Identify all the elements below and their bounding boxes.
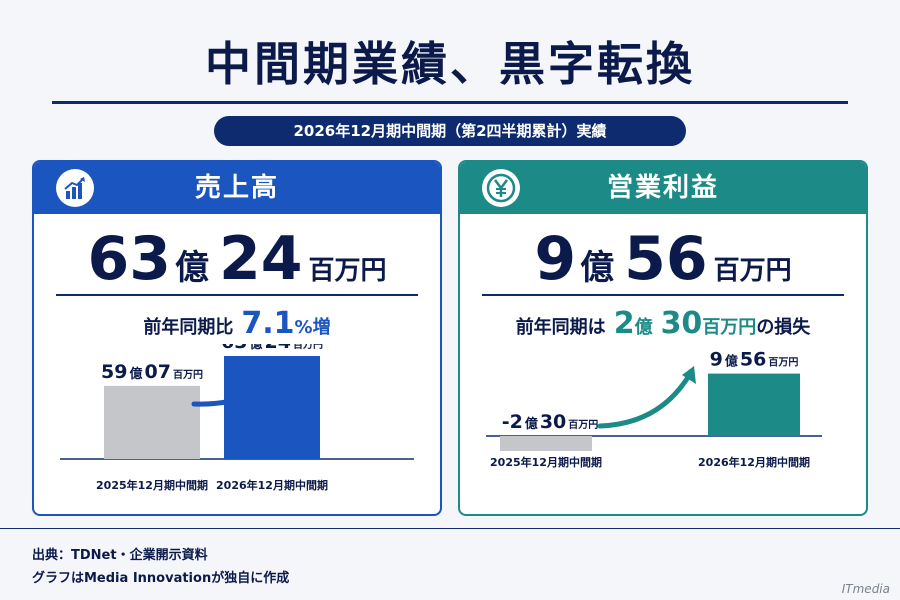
- sales-yoy-value: 7.1: [241, 306, 295, 341]
- page-title: 中間期業績、黒字転換: [205, 37, 695, 91]
- publisher-watermark: ITmedia: [841, 582, 890, 596]
- sales-panel: 売上高 63 億 24 百万円 前年同期比 7.1%増 59 億 07 百万円 2025年12月…: [32, 160, 442, 516]
- growth-arrow-head: [275, 363, 289, 379]
- bar-value-label: 9 億 56 百万円: [710, 349, 799, 371]
- sales-yoy-label: 前年同期比: [143, 317, 234, 338]
- sales-value-oku: 63: [87, 224, 171, 294]
- source-divider: [0, 528, 900, 529]
- bar-current-year: [224, 356, 320, 459]
- sales-yoy-change: 前年同期比 7.1%増: [34, 304, 440, 344]
- profit-yoy-label: 前年同期は: [515, 317, 606, 338]
- title-divider: [52, 101, 848, 104]
- bar-value-label-part: -2: [502, 411, 523, 433]
- profit-divider: [482, 294, 844, 296]
- bar-chart-growth-icon: [56, 169, 94, 207]
- profit-value-oku-label: 億: [580, 248, 615, 288]
- profit-prior-unit: 百万円: [702, 317, 757, 338]
- sales-bar-chart: 59億07百万円2025年12月期中間期63億24百万円2026年12月期中間期: [60, 344, 414, 492]
- profit-value-unit: 百万円: [713, 256, 792, 286]
- period-subtitle: 2026年12月期中間期（第2四半期累計）実績: [214, 116, 686, 146]
- category-label: 2025年12月期中間期: [96, 478, 208, 492]
- bar-value-label-part: 百万円: [768, 357, 798, 369]
- profit-yoy-change: 前年同期は 2億 30百万円の損失: [460, 304, 866, 344]
- category-label: 2025年12月期中間期: [490, 455, 602, 469]
- profit-prior-oku: 2: [613, 306, 635, 341]
- profit-prior-suffix: の損失: [756, 317, 811, 338]
- bar-value-label-part: 07: [145, 361, 171, 383]
- bar-value-label-part: 億: [525, 416, 538, 432]
- bar-value-label-part: 9: [710, 349, 723, 371]
- profit-prior-rest: 30: [660, 306, 703, 341]
- bar-prior-year: [500, 436, 592, 452]
- sales-divider: [56, 294, 418, 296]
- profit-value-rest: 56: [624, 224, 708, 294]
- bar-current-year: [708, 373, 800, 436]
- bar-value-label-part: 百万円: [568, 419, 598, 431]
- sales-value-unit: 百万円: [308, 256, 387, 286]
- bar-value-label-part: 億: [249, 344, 262, 352]
- profit-panel: 営業利益 9 億 56 百万円 前年同期は 2億 30百万円の損失 -2 億 30 百万円 202…: [458, 160, 868, 516]
- bar-value-label: 59 億 07 百万円: [101, 361, 203, 383]
- sales-panel-header: 売上高: [34, 162, 440, 214]
- bar-prior-year: [104, 385, 200, 459]
- sales-value-rest: 24: [218, 224, 303, 294]
- bar-value-label-part: 56: [740, 349, 766, 371]
- bar-value-label-part: 億: [129, 366, 142, 382]
- sales-value: 63 億 24 百万円: [34, 224, 440, 294]
- category-label: 2026年12月期中間期: [698, 455, 810, 469]
- bar-value-label-part: 63: [221, 344, 247, 353]
- sales-panel-title: 売上高: [194, 173, 279, 203]
- profit-prior-oku-label: 億: [634, 317, 653, 338]
- growth-arrow: [597, 371, 693, 429]
- yen-coin-icon: [482, 169, 520, 207]
- bar-value-label-part: 百万円: [293, 344, 323, 351]
- bar-value-label-part: 59: [101, 361, 127, 383]
- sales-value-oku-label: 億: [174, 248, 209, 288]
- chart-credit-note: グラフはMedia Innovationが独自に作成: [32, 571, 290, 586]
- profit-value-oku: 9: [534, 224, 577, 294]
- bar-value-label-part: 24: [265, 344, 291, 353]
- growth-arrow: [191, 367, 287, 407]
- bar-value-label-part: 30: [540, 411, 566, 433]
- source-note: 出典：TDNet・企業開示資料: [32, 548, 208, 563]
- bar-value-label-part: 百万円: [173, 369, 203, 381]
- growth-arrow-head: [682, 366, 696, 384]
- profit-panel-title: 営業利益: [606, 173, 719, 203]
- bar-value-label-part: 億: [725, 354, 738, 370]
- profit-panel-header: 営業利益: [460, 162, 866, 214]
- profit-value: 9 億 56 百万円: [460, 224, 866, 294]
- category-label: 2026年12月期中間期: [216, 478, 328, 492]
- sales-yoy-suffix: %増: [294, 317, 331, 338]
- bar-value-label: -2 億 30 百万円: [502, 411, 599, 433]
